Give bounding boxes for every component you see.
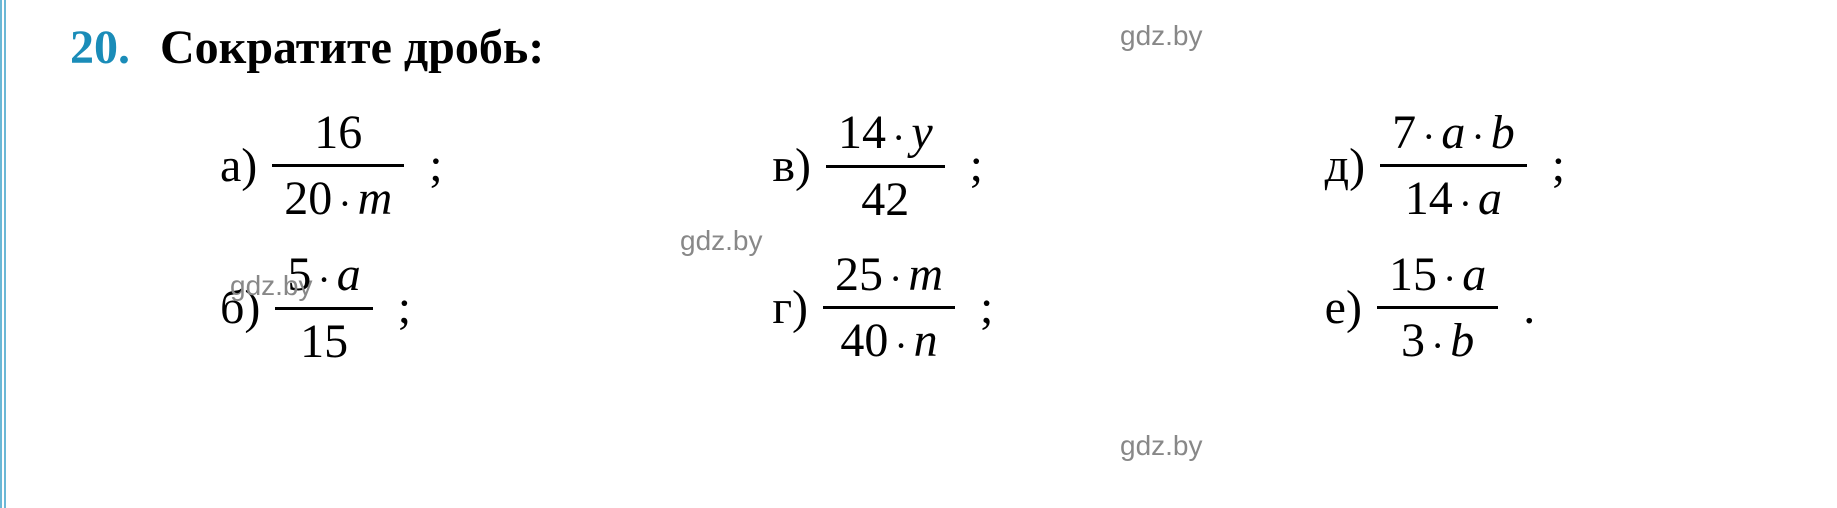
item-label-e: е) [1325, 280, 1362, 335]
denom-g-op: · [894, 323, 907, 368]
num-d-part0: 7 [1392, 106, 1416, 159]
watermark-2: gdz.by [680, 225, 763, 257]
punct-v: ; [970, 138, 983, 193]
denominator-b: 15 [288, 310, 360, 369]
numerator-e: 15·a [1377, 247, 1498, 306]
denominator-g: 40·n [828, 309, 949, 368]
num-e-op: · [1443, 256, 1456, 301]
numerator-a: 16 [302, 105, 374, 164]
num-g-op: · [889, 256, 902, 301]
numerator-g: 25·m [823, 247, 955, 306]
num-g-part0: 25 [835, 248, 883, 301]
num-e-var: a [1462, 248, 1486, 301]
problem-title: Сократите дробь: [160, 20, 544, 75]
denominator-e: 3·b [1389, 309, 1486, 368]
denom-a-op: · [338, 181, 351, 226]
fraction-g: 25·m 40·n [823, 247, 955, 369]
num-d-var1: a [1441, 106, 1465, 159]
problem-item-b: б) 5·a 15 ; [220, 247, 692, 369]
denom-d-op: · [1459, 181, 1472, 226]
denom-d-part0: 14 [1405, 172, 1453, 225]
fraction-v: 14·y 42 [826, 105, 945, 226]
denom-e-part0: 3 [1401, 314, 1425, 367]
num-b-var: a [337, 248, 361, 301]
fraction-b: 5·a 15 [275, 247, 372, 368]
num-v-var: y [911, 106, 932, 159]
num-v-op: · [892, 115, 905, 160]
left-border-decoration [0, 0, 8, 508]
numerator-v: 14·y [826, 105, 945, 164]
problem-item-v: в) 14·y 42 ; [772, 105, 1244, 227]
item-label-v: в) [772, 138, 811, 193]
denom-e-op: · [1431, 323, 1444, 368]
denominator-d: 14·a [1393, 167, 1514, 226]
num-v-part0: 14 [838, 106, 886, 159]
num-d-op2: · [1471, 114, 1484, 159]
denom-a-part0: 20 [284, 172, 332, 225]
problem-item-a: а) 16 20·m ; [220, 105, 692, 227]
problem-item-d: д) 7·a·b 14·a ; [1325, 105, 1797, 227]
punct-g: ; [980, 280, 993, 335]
num-b-op: · [317, 257, 330, 302]
fraction-a: 16 20·m [272, 105, 404, 226]
denom-d-var: a [1478, 172, 1502, 225]
denominator-a: 20·m [272, 167, 404, 226]
problem-item-e: е) 15·a 3·b . [1325, 247, 1797, 369]
num-e-part0: 15 [1389, 248, 1437, 301]
denominator-v: 42 [849, 168, 921, 227]
num-d-op1: · [1422, 114, 1435, 159]
problems-grid: а) 16 20·m ; в) 14·y 42 ; д) 7·a·b [220, 105, 1797, 369]
problem-header: 20. Сократите дробь: [70, 20, 1797, 75]
denom-g-part0: 40 [840, 314, 888, 367]
denom-e-var: b [1450, 314, 1474, 367]
watermark-1: gdz.by [1120, 20, 1203, 52]
punct-e: . [1523, 280, 1535, 335]
punct-d: ; [1552, 138, 1565, 193]
item-label-a: а) [220, 138, 257, 193]
item-label-d: д) [1325, 138, 1365, 193]
punct-b: ; [398, 280, 411, 335]
punct-a: ; [429, 138, 442, 193]
num-d-var2: b [1491, 106, 1515, 159]
fraction-e: 15·a 3·b [1377, 247, 1498, 369]
denom-a-var: m [358, 172, 393, 225]
problem-number: 20. [70, 20, 130, 75]
fraction-d: 7·a·b 14·a [1380, 105, 1527, 227]
watermark-4: gdz.by [1120, 430, 1203, 462]
num-g-var: m [908, 248, 943, 301]
denom-g-var: n [914, 314, 938, 367]
problem-item-g: г) 25·m 40·n ; [772, 247, 1244, 369]
numerator-d: 7·a·b [1380, 105, 1527, 164]
watermark-3: gdz.by [230, 270, 313, 302]
item-label-g: г) [772, 280, 808, 335]
